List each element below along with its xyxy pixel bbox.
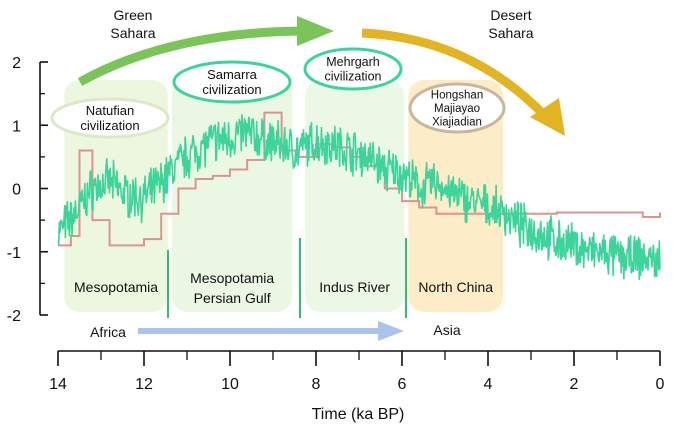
desert-sahara-arrow bbox=[361, 28, 549, 120]
axes: 210-1-214 12 10 8 6 4 2 0 bbox=[7, 55, 665, 393]
x-tick-label: 12 bbox=[135, 376, 153, 393]
region-panel bbox=[64, 80, 168, 312]
region-panels: Mesopotamia Mesopotamia Persian Gulf Indus … bbox=[64, 80, 504, 318]
y-tick-label: 1 bbox=[12, 118, 21, 135]
region-panel bbox=[171, 80, 293, 312]
region-label: Mesopotamia Persian Gulf bbox=[190, 270, 274, 306]
green-sahara-arrow bbox=[77, 26, 305, 86]
x-tick-label: 10 bbox=[221, 376, 239, 393]
y-tick-label: 0 bbox=[12, 182, 21, 199]
desert-sahara-arrowhead bbox=[530, 98, 565, 136]
y-tick-label: -1 bbox=[7, 245, 21, 262]
annotation-arrows: Green Sahara Desert Sahara Africa Asia bbox=[77, 7, 565, 341]
region-label: Mesopotamia bbox=[74, 279, 158, 295]
migration-arrowhead bbox=[378, 321, 404, 341]
x-axis-title: Time (ka BP) bbox=[312, 406, 405, 423]
civilization-label: Samarra civilization bbox=[202, 67, 261, 97]
green-sahara-arrowhead bbox=[297, 16, 334, 46]
civilization-label: Natufian civilization bbox=[80, 103, 139, 133]
region-panel bbox=[408, 80, 504, 312]
x-tick-label: 6 bbox=[398, 376, 407, 393]
civilization-bubble bbox=[172, 60, 292, 104]
civilization-bubble bbox=[408, 82, 506, 134]
y-tick-label: -2 bbox=[7, 308, 21, 325]
x-tick-label: 8 bbox=[312, 376, 321, 393]
green-sahara-label: Green Sahara bbox=[110, 7, 155, 41]
x-tick-label: 0 bbox=[656, 376, 665, 393]
x-tick-label: 14 bbox=[49, 376, 67, 393]
series-line-green bbox=[57, 114, 661, 281]
civilization-label: Hongshan Majiayao Xiajiadian bbox=[431, 90, 483, 129]
civilization-bubble bbox=[50, 97, 170, 139]
data-series bbox=[57, 111, 661, 281]
africa-label: Africa bbox=[90, 324, 126, 340]
civilization-bubbles: Natufian civilization Samarra civilization M… bbox=[50, 47, 506, 139]
region-label: North China bbox=[418, 279, 493, 295]
region-label: Indus River bbox=[319, 279, 390, 295]
desert-sahara-label: Desert Sahara bbox=[488, 7, 533, 41]
y-tick-label: 2 bbox=[12, 55, 21, 72]
civilization-bubble bbox=[303, 47, 403, 91]
x-tick-label: 2 bbox=[570, 376, 579, 393]
region-panel bbox=[305, 80, 405, 312]
asia-label: Asia bbox=[433, 322, 460, 338]
civilization-label: Mehrgarh civilization bbox=[325, 55, 382, 84]
x-tick-label: 4 bbox=[484, 376, 493, 393]
